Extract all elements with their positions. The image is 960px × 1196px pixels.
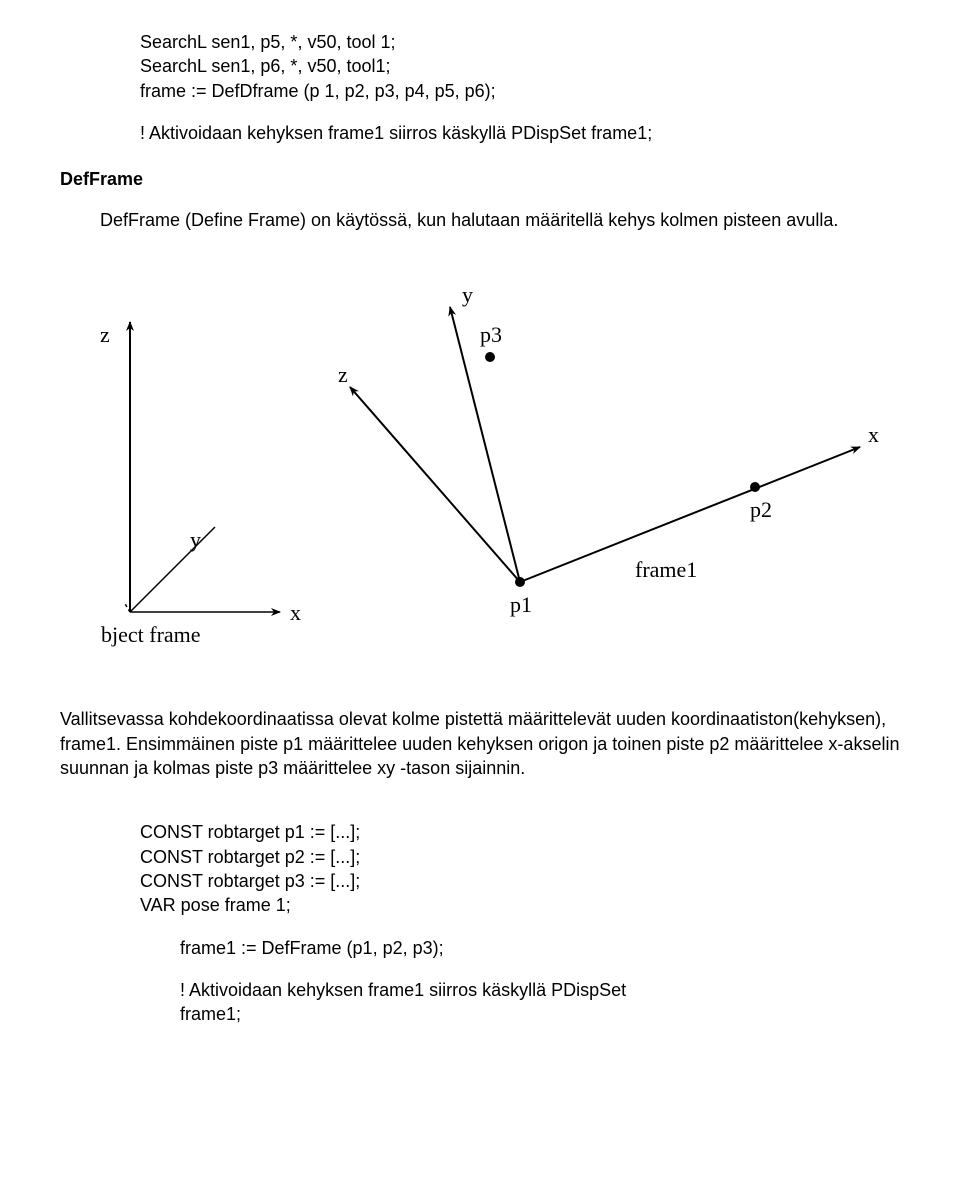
label-y-left: y xyxy=(190,527,201,552)
code-line: ! Aktivoidaan kehyksen frame1 siirros kä… xyxy=(140,121,900,145)
label-p2: p2 xyxy=(750,497,772,522)
code-line: SearchL sen1, p5, *, v50, tool 1; xyxy=(140,30,900,54)
code-line: frame1 := DefFrame (p1, p2, p3); xyxy=(180,936,900,960)
code-line: CONST robtarget p2 := [...]; xyxy=(140,845,900,869)
bottom-code-block: CONST robtarget p1 := [...]; CONST robta… xyxy=(140,820,900,917)
frame-diagram: z y x object frame p1 x p2 y p3 z frame1 xyxy=(100,282,900,667)
code-line: SearchL sen1, p6, *, v50, tool1; xyxy=(140,54,900,78)
code-line: frame1; xyxy=(180,1002,900,1026)
bottom-code-block-2: frame1 := DefFrame (p1, p2, p3); ! Aktiv… xyxy=(180,936,900,1027)
label-p1: p1 xyxy=(510,592,532,617)
code-line: VAR pose frame 1; xyxy=(140,893,900,917)
label-z-mid: z xyxy=(338,362,348,387)
label-x-right: x xyxy=(868,422,879,447)
code-line: CONST robtarget p3 := [...]; xyxy=(140,869,900,893)
code-line: CONST robtarget p1 := [...]; xyxy=(140,820,900,844)
code-line: frame := DefDframe (p 1, p2, p3, p4, p5,… xyxy=(140,79,900,103)
paragraph-1: DefFrame (Define Frame) on käytössä, kun… xyxy=(100,208,900,232)
label-z-left: z xyxy=(100,322,110,347)
top-code-block: SearchL sen1, p5, *, v50, tool 1; Search… xyxy=(140,30,900,145)
paragraph-2: Vallitsevassa kohdekoordinaatissa olevat… xyxy=(60,707,900,780)
code-line: ! Aktivoidaan kehyksen frame1 siirros kä… xyxy=(180,978,900,1002)
label-frame1: frame1 xyxy=(635,557,697,582)
label-p3: p3 xyxy=(480,322,502,347)
label-object-frame: object frame xyxy=(100,622,201,647)
defframe-heading: DefFrame xyxy=(60,169,900,190)
label-x-left: x xyxy=(290,600,301,625)
label-y-mid: y xyxy=(462,282,473,307)
